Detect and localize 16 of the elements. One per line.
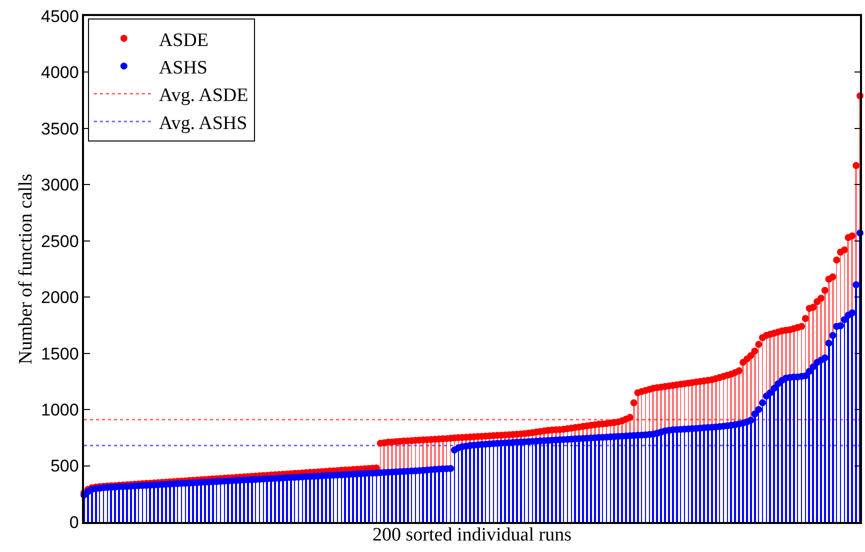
y-tick-label: 0	[69, 512, 79, 532]
legend-label: Avg. ASHS	[158, 112, 248, 134]
y-tick-label: 500	[50, 456, 79, 476]
y-tick-label: 4000	[41, 63, 79, 82]
y-tick-label: 3000	[41, 176, 79, 195]
y-tick-label: 2500	[41, 232, 79, 251]
y-axis-title: Number of function calls	[15, 174, 36, 364]
legend-label: Avg. ASDE	[158, 85, 248, 106]
legend-label: ASHS	[158, 57, 208, 78]
y-tick-label: 4500	[41, 6, 79, 26]
y-tick-label: 1500	[41, 344, 79, 364]
y-tick-label: 3500	[41, 119, 79, 138]
y-tick-label: 1000	[41, 400, 79, 420]
x-axis-title: 200 sorted individual runs	[372, 524, 572, 546]
legend-label: ASDE	[158, 30, 209, 51]
y-tick-label: 2000	[41, 288, 79, 308]
